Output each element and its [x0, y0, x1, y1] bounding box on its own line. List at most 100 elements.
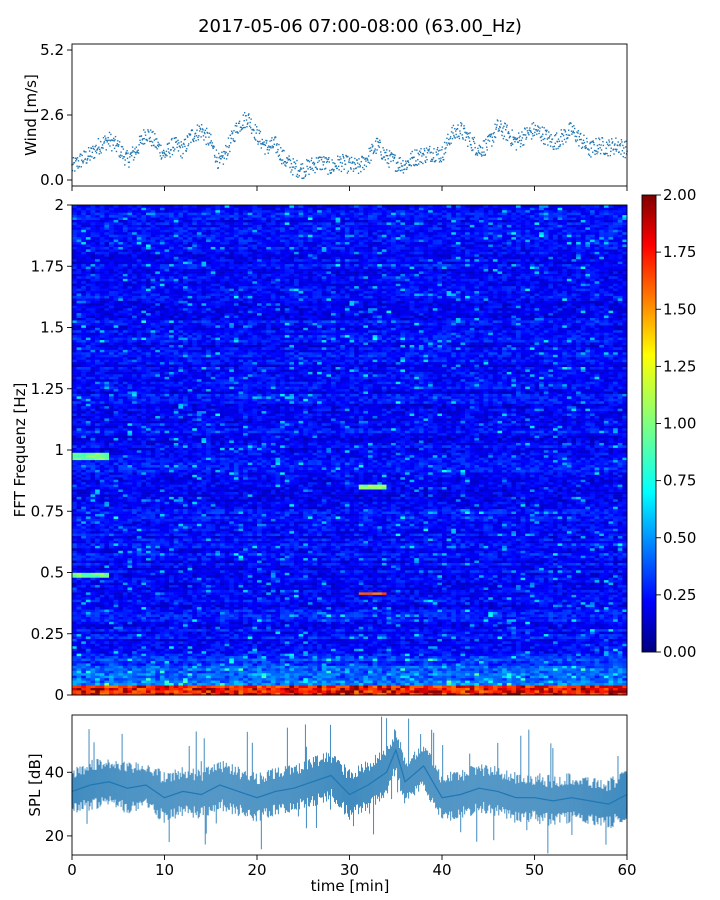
spectrogram-cell [141, 655, 147, 659]
spectrogram-cell [391, 650, 397, 654]
spectrogram-cell [502, 646, 508, 649]
wind-point [259, 140, 261, 143]
wind-point [506, 139, 509, 142]
spectrogram-cell [340, 665, 346, 669]
spectrogram-cell [479, 660, 484, 664]
spectrogram-cell [298, 623, 304, 627]
wind-point [439, 159, 442, 162]
wind-point [441, 146, 444, 148]
spectrogram-cell [446, 680, 452, 684]
spectrogram-cell [442, 623, 447, 627]
spectrogram-cell [76, 680, 82, 684]
spectrogram-cell [99, 682, 105, 686]
wind-point [495, 128, 497, 130]
spectrogram-cell [284, 650, 290, 654]
spectrogram-cell [187, 650, 193, 654]
spectrogram-cell [451, 626, 457, 630]
spectrogram-cell [368, 685, 373, 688]
spectrogram-cell [580, 633, 586, 637]
spectrogram-cell [270, 685, 276, 688]
spectrogram-cell [257, 685, 262, 688]
wind-point [273, 139, 275, 141]
wind-point [530, 131, 532, 134]
spectrogram-cell [247, 690, 253, 693]
spectrogram-cell [317, 663, 323, 666]
wind-point [330, 169, 333, 171]
spectrogram-cell [178, 655, 184, 659]
wind-y-tick-label: 0.0 [40, 171, 64, 189]
wind-point [159, 155, 162, 157]
spectrogram-cell [566, 636, 572, 639]
spectrogram-cell [294, 677, 299, 681]
spectrogram-cell [409, 641, 415, 644]
spectrogram-cell [303, 687, 309, 691]
spectrogram-cell [312, 655, 318, 659]
spectrogram-cell [155, 685, 161, 688]
spectrogram-cell [432, 672, 438, 676]
spectrogram-cell [474, 653, 480, 657]
spectrogram-cell [224, 660, 230, 664]
spectrogram-cell [553, 636, 558, 639]
wind-point [430, 160, 432, 162]
spectrogram-cell [455, 675, 461, 679]
spectrogram-cell [127, 653, 133, 657]
spectrogram-cell [178, 633, 184, 637]
wind-point [394, 154, 396, 156]
spectrogram-cell [608, 648, 614, 652]
wind-point [262, 142, 264, 144]
spectrogram-cell [603, 682, 609, 686]
spectrogram-cell [76, 628, 82, 632]
spectrogram-cell [220, 675, 225, 679]
wind-point [85, 151, 87, 153]
spectrogram-cell [529, 660, 535, 664]
spectrogram-cell [497, 663, 503, 666]
spectrogram-cell [122, 638, 128, 642]
spectrogram-cell [257, 690, 262, 693]
wind-point [590, 147, 593, 149]
spectrogram-cell [247, 685, 253, 688]
wind-point [228, 146, 230, 149]
wind-point [608, 141, 611, 143]
spectrogram-cell [312, 680, 318, 684]
spectrogram-cell [483, 675, 489, 679]
spectrogram-cell [187, 626, 193, 630]
spectrogram-cell [81, 687, 87, 691]
wind-point [343, 168, 345, 170]
spectrogram-cell [206, 616, 212, 620]
spectrogram-cell [529, 692, 535, 696]
wind-point [275, 144, 278, 146]
spectrogram-cell [317, 687, 323, 691]
spectrogram-cell [395, 680, 401, 684]
spectrogram-cell [210, 672, 216, 676]
spectrogram-cell [266, 682, 272, 686]
spectrogram-cell [492, 687, 498, 691]
spectrogram-cell [594, 628, 600, 632]
spectrogram-cell [280, 660, 286, 664]
spectrogram-cell [331, 648, 336, 652]
wind-point [90, 147, 93, 150]
spectrogram-cell [155, 646, 161, 649]
spectrogram-cell [141, 682, 147, 686]
spectrogram-cell [247, 655, 253, 659]
wind-point [381, 157, 384, 160]
spectrogram-cell [141, 670, 147, 674]
spectrogram-cell [418, 677, 424, 681]
spectrogram-cell [201, 619, 207, 622]
wind-point [249, 121, 251, 124]
spectrogram-cell [155, 655, 161, 659]
spectrogram-cell [72, 670, 77, 674]
spectrogram-cell [437, 653, 443, 657]
wind-point [205, 127, 208, 130]
spectrogram-cell [76, 619, 82, 622]
wind-point [271, 137, 273, 139]
spectrogram-cell [294, 619, 299, 622]
spectrogram-cell [516, 682, 521, 686]
spectrogram-cell [136, 685, 142, 688]
wind-point [345, 155, 348, 157]
spectrogram-cell [539, 680, 545, 684]
spectrogram-cell [344, 670, 350, 674]
spectrogram-cell [553, 655, 558, 659]
spectrogram-cell [368, 668, 373, 671]
spectrogram-cell [104, 682, 110, 686]
